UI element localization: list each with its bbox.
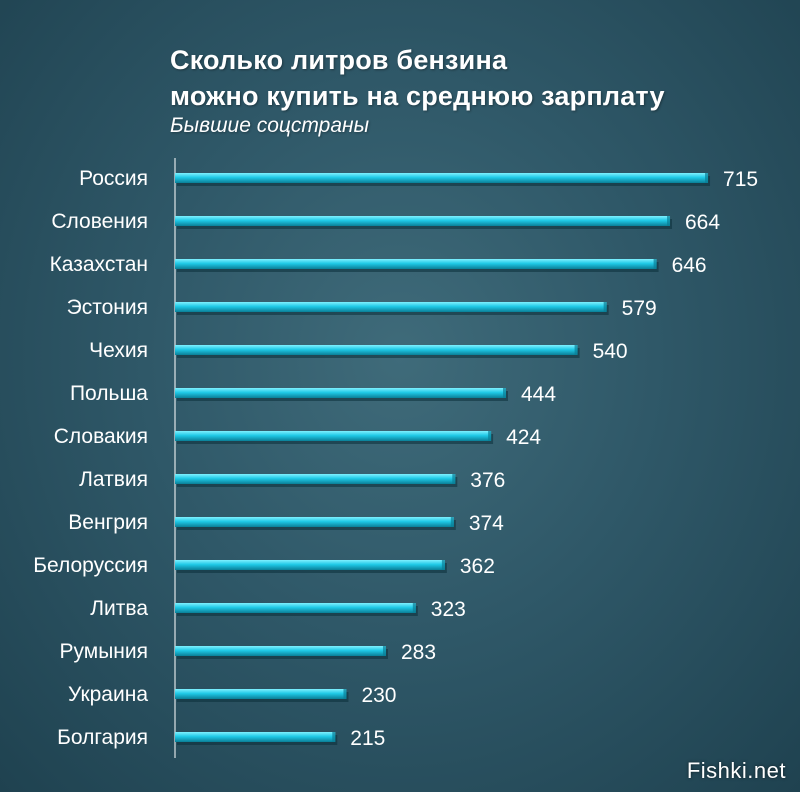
bar-end-cap — [382, 646, 386, 656]
category-label: Латвия — [79, 468, 148, 491]
value-label: 715 — [723, 168, 758, 191]
bar-end-cap — [574, 345, 578, 355]
value-label: 323 — [431, 598, 466, 621]
category-label: Польша — [70, 382, 148, 405]
bar — [175, 474, 456, 484]
category-label: Болгария — [57, 726, 148, 749]
bar — [175, 302, 607, 312]
bar — [175, 646, 386, 656]
chart-title: Сколько литров бензина можно купить на с… — [170, 42, 665, 114]
category-label: Румыния — [59, 640, 148, 663]
category-label: Венгрия — [68, 511, 148, 534]
value-label: 540 — [593, 340, 628, 363]
value-label: 646 — [672, 254, 707, 277]
bar — [175, 732, 336, 742]
bar — [175, 259, 657, 269]
category-label: Эстония — [67, 296, 148, 319]
value-label: 664 — [685, 211, 720, 234]
category-label: Словакия — [54, 425, 148, 448]
bar-end-cap — [343, 689, 347, 699]
bar-end-cap — [705, 173, 709, 183]
bar-end-cap — [450, 517, 454, 527]
bar — [175, 345, 578, 355]
category-label: Чехия — [89, 339, 148, 362]
bar — [175, 517, 454, 527]
value-label: 579 — [622, 297, 657, 320]
bar — [175, 431, 492, 441]
category-label: Россия — [79, 167, 148, 190]
bar-end-cap — [441, 560, 445, 570]
value-label: 376 — [470, 469, 505, 492]
bar-end-cap — [603, 302, 607, 312]
category-labels: Россия Словения Казахстан Эстония Чехия Польш… — [33, 167, 148, 749]
bar — [175, 388, 507, 398]
category-label: Словения — [51, 210, 148, 233]
bar — [175, 173, 709, 183]
bar-end-cap — [332, 732, 336, 742]
bar — [175, 689, 347, 699]
value-label: 283 — [401, 641, 436, 664]
value-label: 215 — [350, 727, 385, 750]
bars-group — [175, 173, 711, 745]
bar-end-cap — [503, 388, 507, 398]
chart-title-line-2: можно купить на среднюю зарплату — [170, 81, 665, 111]
value-label: 374 — [469, 512, 504, 535]
bar-end-cap — [412, 603, 416, 613]
category-label: Казахстан — [50, 253, 148, 276]
watermark: Fishki.net — [686, 758, 786, 783]
category-label: Украина — [68, 683, 148, 706]
chart-title-line-1: Сколько литров бензина — [170, 45, 508, 75]
chart-subtitle: Бывшие соцстраны — [170, 114, 370, 137]
value-label: 444 — [521, 383, 556, 406]
category-label: Литва — [90, 597, 148, 620]
value-label: 230 — [361, 684, 396, 707]
bar-end-cap — [667, 216, 671, 226]
bar — [175, 560, 445, 570]
category-label: Белоруссия — [33, 554, 148, 577]
bar-end-cap — [488, 431, 492, 441]
value-label: 424 — [506, 426, 541, 449]
bar-end-cap — [653, 259, 657, 269]
value-label: 362 — [460, 555, 495, 578]
bar — [175, 216, 671, 226]
bar — [175, 603, 416, 613]
bar-end-cap — [452, 474, 456, 484]
